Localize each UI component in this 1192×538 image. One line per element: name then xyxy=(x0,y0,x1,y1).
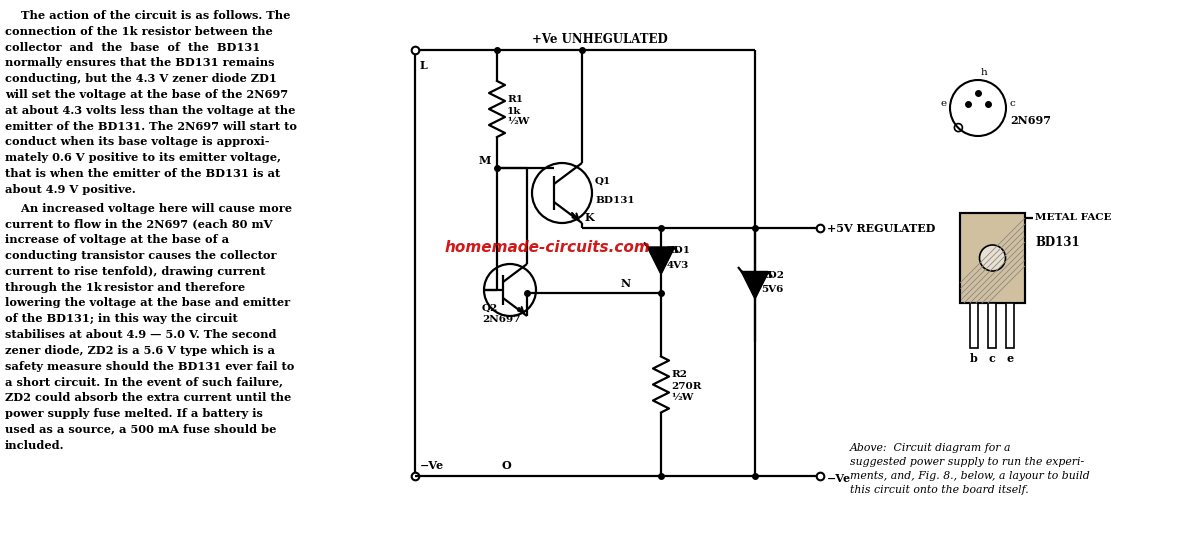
Text: c: c xyxy=(1008,100,1014,109)
Bar xyxy=(970,303,977,348)
Text: 2N697: 2N697 xyxy=(482,315,521,324)
Text: of the BD131; in this way the circuit: of the BD131; in this way the circuit xyxy=(5,313,237,324)
Text: BD131: BD131 xyxy=(595,196,634,205)
Text: power supply fuse melted. If a battery is: power supply fuse melted. If a battery i… xyxy=(5,408,263,419)
Text: 5V6: 5V6 xyxy=(760,286,783,294)
Text: suggested power supply to run the experi-: suggested power supply to run the experi… xyxy=(850,457,1085,467)
Text: 270R: 270R xyxy=(671,382,702,391)
Text: c: c xyxy=(988,353,995,364)
Text: conducting, but the 4.3 V zener diode ZD1: conducting, but the 4.3 V zener diode ZD… xyxy=(5,73,277,84)
Text: a short circuit. In the event of such failure,: a short circuit. In the event of such fa… xyxy=(5,377,283,387)
Text: ½W: ½W xyxy=(671,393,694,402)
Text: 2N697: 2N697 xyxy=(1010,115,1051,125)
Text: that is when the emitter of the BD131 is at: that is when the emitter of the BD131 is… xyxy=(5,168,280,179)
Text: ½W: ½W xyxy=(507,117,529,126)
Text: current to flow in the 2N697 (each 80 mV: current to flow in the 2N697 (each 80 mV xyxy=(5,218,273,229)
Bar xyxy=(960,213,1025,303)
Text: h: h xyxy=(981,68,988,77)
Text: about 4.9 V positive.: about 4.9 V positive. xyxy=(5,184,136,195)
Text: current to rise tenfold), drawing current: current to rise tenfold), drawing curren… xyxy=(5,266,266,277)
Text: ments, and, Fig. 8., below, a layour to build: ments, and, Fig. 8., below, a layour to … xyxy=(850,471,1089,481)
Text: Q2: Q2 xyxy=(482,304,498,313)
Text: +Ve UNHEGULATED: +Ve UNHEGULATED xyxy=(532,33,668,46)
Text: safety measure should the BD131 ever fail to: safety measure should the BD131 ever fai… xyxy=(5,360,294,372)
Text: 4V3: 4V3 xyxy=(668,261,689,270)
Text: N: N xyxy=(621,278,631,289)
Text: e: e xyxy=(940,100,946,109)
Text: ZD2: ZD2 xyxy=(760,271,786,280)
Text: stabilises at about 4.9 — 5.0 V. The second: stabilises at about 4.9 — 5.0 V. The sec… xyxy=(5,329,277,340)
Text: L: L xyxy=(420,60,428,71)
Text: normally ensures that the BD131 remains: normally ensures that the BD131 remains xyxy=(5,58,274,68)
Text: 1k: 1k xyxy=(507,107,521,116)
Text: homemade-circuits.com: homemade-circuits.com xyxy=(445,240,651,256)
Text: ZD2 could absorb the extra current until the: ZD2 could absorb the extra current until… xyxy=(5,392,291,403)
Circle shape xyxy=(980,245,1006,271)
Text: The action of the circuit is as follows. The: The action of the circuit is as follows.… xyxy=(5,10,291,21)
Polygon shape xyxy=(741,272,768,298)
Bar xyxy=(960,213,1025,303)
Text: −Ve: −Ve xyxy=(420,460,445,471)
Text: through the 1k resistor and therefore: through the 1k resistor and therefore xyxy=(5,281,246,293)
Text: −Ve: −Ve xyxy=(827,472,851,484)
Text: K: K xyxy=(585,212,595,223)
Text: collector  and  the  base  of  the  BD131: collector and the base of the BD131 xyxy=(5,41,260,53)
Text: Above:  Circuit diagram for a: Above: Circuit diagram for a xyxy=(850,443,1012,453)
Text: increase of voltage at the base of a: increase of voltage at the base of a xyxy=(5,234,229,245)
Text: at about 4.3 volts less than the voltage at the: at about 4.3 volts less than the voltage… xyxy=(5,105,296,116)
Text: b: b xyxy=(970,353,977,364)
Text: An increased voltage here will cause more: An increased voltage here will cause mor… xyxy=(5,203,292,214)
Text: zener diode, ZD2 is a 5.6 V type which is a: zener diode, ZD2 is a 5.6 V type which i… xyxy=(5,345,275,356)
Bar xyxy=(988,303,997,348)
Text: METAL FACE: METAL FACE xyxy=(1035,214,1111,223)
Text: +5V REGULATED: +5V REGULATED xyxy=(827,223,936,233)
Text: emitter of the BD131. The 2N697 will start to: emitter of the BD131. The 2N697 will sta… xyxy=(5,121,297,132)
Text: O: O xyxy=(502,460,511,471)
Text: this circuit onto the board itself.: this circuit onto the board itself. xyxy=(850,485,1029,495)
Text: lowering the voltage at the base and emitter: lowering the voltage at the base and emi… xyxy=(5,298,290,308)
Text: ZD1: ZD1 xyxy=(668,246,691,255)
Text: R2: R2 xyxy=(671,370,687,379)
Text: will set the voltage at the base of the 2N697: will set the voltage at the base of the … xyxy=(5,89,288,100)
Polygon shape xyxy=(648,247,673,273)
Text: Q1: Q1 xyxy=(595,177,611,186)
Text: used as a source, a 500 mA fuse should be: used as a source, a 500 mA fuse should b… xyxy=(5,424,277,435)
Text: e: e xyxy=(1006,353,1013,364)
Text: conduct when its base voltage is approxi-: conduct when its base voltage is approxi… xyxy=(5,137,269,147)
Text: conducting transistor causes the collector: conducting transistor causes the collect… xyxy=(5,250,277,261)
Text: M: M xyxy=(479,155,491,166)
Text: connection of the 1k resistor between the: connection of the 1k resistor between th… xyxy=(5,26,273,37)
Text: R1: R1 xyxy=(507,95,523,103)
Text: mately 0.6 V positive to its emitter voltage,: mately 0.6 V positive to its emitter vol… xyxy=(5,152,281,163)
Bar xyxy=(1006,303,1014,348)
Text: included.: included. xyxy=(5,440,64,451)
Text: BD131: BD131 xyxy=(1035,237,1080,250)
